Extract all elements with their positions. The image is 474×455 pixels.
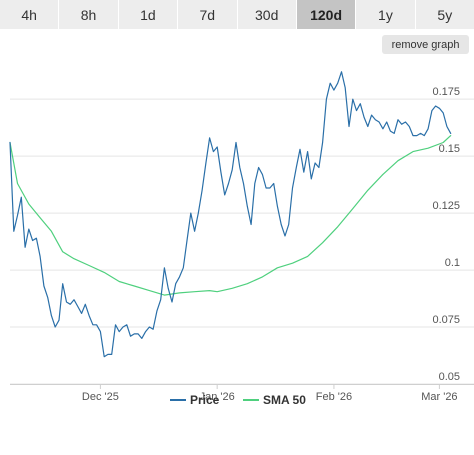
x-tick-label: Feb '26 — [316, 391, 352, 403]
tab-1y[interactable]: 1y — [356, 0, 415, 29]
tab-120d[interactable]: 120d — [296, 0, 356, 29]
tab-7d[interactable]: 7d — [178, 0, 237, 29]
x-tick-label: Mar '26 — [421, 391, 457, 403]
x-tick-label: Dec '25 — [82, 391, 119, 403]
tab-30d[interactable]: 30d — [237, 0, 296, 29]
timeframe-tabs: 4h 8h 1d 7d 30d 120d 1y 5y — [0, 0, 474, 29]
price-series-line — [9, 71, 452, 358]
tab-4h[interactable]: 4h — [0, 0, 59, 29]
legend-sma50-label: SMA 50 — [263, 393, 306, 407]
y-tick-label: 0.05 — [439, 371, 460, 383]
y-tick-label: 0.175 — [432, 86, 460, 98]
tab-5y[interactable]: 5y — [415, 0, 474, 29]
legend-price-label: Price — [190, 393, 220, 407]
tab-1d[interactable]: 1d — [118, 0, 178, 29]
remove-graph-button[interactable]: remove graph — [382, 35, 469, 54]
y-tick-label: 0.125 — [432, 200, 460, 212]
y-tick-label: 0.075 — [432, 314, 460, 326]
price-chart: 0.05 0.075 0.1 0.125 0.15 0.175 Dec '25 Jan '26… — [9, 71, 474, 407]
sma50-series-line — [9, 134, 452, 296]
tab-8h[interactable]: 8h — [59, 0, 118, 29]
x-tick-label: Jan '26 — [200, 391, 235, 403]
y-tick-label: 0.1 — [445, 257, 460, 269]
y-tick-label: 0.15 — [439, 143, 460, 155]
